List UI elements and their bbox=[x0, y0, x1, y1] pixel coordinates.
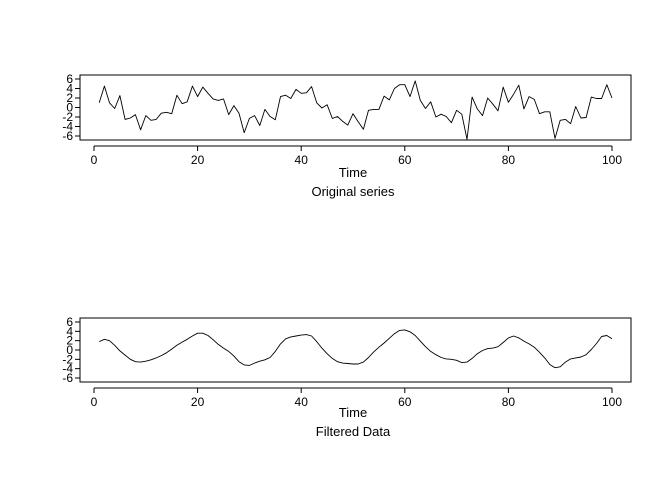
y-tick-label: 6 bbox=[66, 72, 73, 86]
x-tick-label: 60 bbox=[398, 395, 412, 409]
x-tick-label: 80 bbox=[502, 395, 516, 409]
y-tick-label: -4 bbox=[62, 362, 73, 376]
y-tick-label: -4 bbox=[62, 120, 73, 134]
x-tick-label: 100 bbox=[602, 395, 622, 409]
x-axis-label: Time bbox=[339, 405, 367, 420]
panel-caption: Filtered Data bbox=[316, 424, 391, 439]
y-tick-label: 4 bbox=[66, 324, 73, 338]
x-tick-label: 80 bbox=[502, 153, 516, 167]
y-tick-label: -6 bbox=[62, 371, 73, 385]
x-axis-label: Time bbox=[339, 165, 367, 180]
x-tick-label: 0 bbox=[91, 153, 98, 167]
plot-frame bbox=[79, 317, 632, 383]
series-layer bbox=[99, 329, 613, 369]
y-tick-label: 2 bbox=[66, 334, 73, 348]
series-line bbox=[99, 329, 613, 369]
x-tick-label: 40 bbox=[295, 395, 309, 409]
panel-caption: Original series bbox=[311, 184, 395, 199]
x-tick-label: 20 bbox=[191, 395, 205, 409]
y-tick-label: 4 bbox=[66, 82, 73, 96]
y-tick-label: -2 bbox=[62, 110, 73, 124]
series-line bbox=[98, 80, 613, 140]
y-tick-label: 0 bbox=[66, 101, 73, 115]
x-tick-label: 0 bbox=[91, 395, 98, 409]
plot-frame bbox=[79, 74, 632, 141]
x-axis: 0 20 40 60 80 100 bbox=[91, 145, 622, 167]
x-tick-label: 20 bbox=[191, 153, 205, 167]
y-tick-label: 0 bbox=[66, 343, 73, 357]
x-tick-label: 60 bbox=[398, 153, 412, 167]
y-tick-label: -6 bbox=[62, 129, 73, 143]
y-tick-label: 6 bbox=[66, 315, 73, 329]
x-axis: 0 20 40 60 80 100 bbox=[91, 387, 622, 409]
x-tick-label: 40 bbox=[295, 153, 309, 167]
y-tick-label: 2 bbox=[66, 91, 73, 105]
y-tick-label: -2 bbox=[62, 352, 73, 366]
x-tick-label: 100 bbox=[602, 153, 622, 167]
series-layer bbox=[98, 80, 613, 140]
